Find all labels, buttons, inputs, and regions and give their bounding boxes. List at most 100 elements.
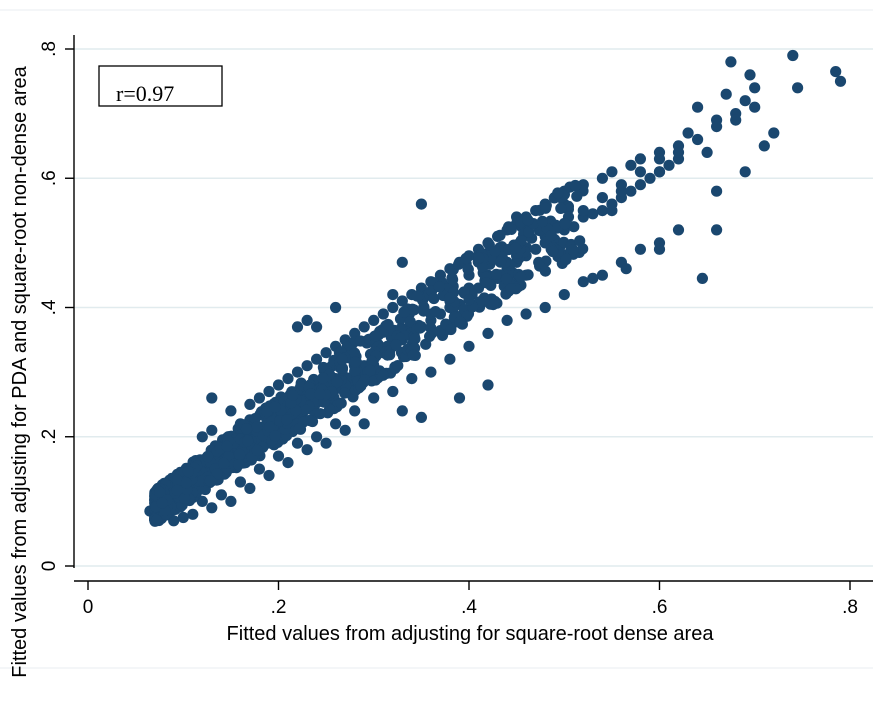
scatter-point [447, 274, 459, 286]
scatter-point [305, 388, 317, 400]
scatter-point [311, 431, 323, 443]
x-tick-label: .4 [461, 597, 477, 618]
scatter-point [330, 418, 342, 430]
scatter-point [463, 294, 475, 306]
scatter-point [539, 301, 551, 314]
scatter-point [672, 146, 685, 158]
scatter-point [287, 389, 299, 401]
scatter-point [196, 431, 208, 443]
scatter-point [454, 316, 466, 328]
scatter-point [834, 75, 847, 87]
scatter-point [730, 114, 742, 126]
scatter-point [634, 179, 647, 191]
scatter-point [291, 366, 304, 378]
scatter-point [555, 202, 567, 214]
scatter-point [407, 349, 419, 361]
scatter-point [282, 373, 294, 385]
scatter-point [596, 205, 609, 217]
scatter-point [500, 273, 513, 285]
scatter-point [463, 340, 475, 352]
scatter-point [552, 187, 564, 199]
x-tick-label: .8 [842, 597, 858, 618]
scatter-point [253, 463, 265, 475]
scatter-point [206, 424, 218, 436]
scatter-point [242, 435, 254, 447]
scatter-point [830, 66, 842, 78]
scatter-point [187, 508, 199, 520]
scatter-point [480, 277, 492, 289]
scatter-point [225, 405, 237, 417]
scatter-point [281, 414, 293, 426]
scatter-point [489, 245, 501, 257]
scatter-point [577, 276, 589, 288]
scatter-point [415, 411, 427, 423]
scatter-point [530, 243, 542, 255]
scatter-point [522, 214, 534, 226]
scatter-point [233, 458, 245, 471]
annotation-box [98, 65, 223, 107]
scatter-point [251, 444, 263, 456]
scatter-point [349, 347, 361, 359]
scatter-point [349, 405, 361, 417]
scatter-point [428, 292, 440, 305]
scatter-point [494, 256, 507, 268]
scatter-point [682, 127, 694, 139]
scatter-point [202, 450, 214, 463]
scatter-point [311, 353, 323, 365]
scatter-point [151, 514, 163, 527]
scatter-point [415, 198, 427, 210]
scatter-point [625, 159, 637, 171]
scatter-point [172, 474, 184, 486]
scatter-point [545, 230, 558, 242]
scatter-point [568, 221, 580, 233]
scatter-point [749, 82, 761, 94]
scatter-point [177, 511, 189, 524]
scatter-point [272, 450, 285, 462]
scatter-point [358, 321, 370, 333]
scatter-point [244, 482, 256, 494]
scatter-point [425, 366, 437, 378]
scatter-point [644, 172, 656, 184]
scatter-point [154, 486, 166, 498]
scatter-point [218, 457, 230, 469]
scatter-point [282, 457, 294, 469]
y-tick-label: .2 [39, 429, 60, 445]
scatter-point [156, 497, 168, 509]
scatter-point [414, 322, 426, 334]
scatter-point [355, 380, 367, 392]
scatter-point [263, 469, 275, 482]
scatter-point [653, 243, 666, 255]
scatter-point [571, 190, 583, 202]
scatter-point [171, 484, 183, 496]
scatter-point [424, 330, 436, 342]
scatter-point [314, 388, 326, 400]
scatter-point [366, 355, 378, 367]
scatter-point [406, 373, 418, 385]
scatter-point [606, 205, 618, 217]
scatter-point [433, 281, 445, 293]
scatter-point [368, 392, 380, 404]
scatter-point [625, 185, 637, 197]
x-tick-label: .2 [271, 597, 287, 618]
scatter-point [787, 49, 799, 62]
scatter-point [409, 333, 421, 345]
scatter-point [336, 353, 348, 365]
scatter-point [418, 305, 430, 317]
y-tick-label: .4 [39, 299, 60, 315]
x-axis-title: Fitted values from adjusting for square-… [227, 623, 715, 645]
y-tick-label: .6 [39, 170, 60, 186]
scatter-point [396, 256, 408, 268]
x-tick-label: .6 [652, 597, 668, 618]
scatter-point [368, 314, 380, 326]
scatter-point [384, 349, 396, 361]
scatter-point [539, 265, 552, 277]
scatter-point [569, 179, 581, 192]
scatter-point [301, 314, 313, 326]
scatter-point [339, 424, 351, 436]
scatter-point [349, 327, 361, 339]
scatter-point [291, 437, 304, 449]
scatter-point [364, 364, 376, 377]
scatter-point [251, 421, 263, 433]
scatter-point [311, 321, 323, 333]
scatter-point [444, 292, 456, 304]
